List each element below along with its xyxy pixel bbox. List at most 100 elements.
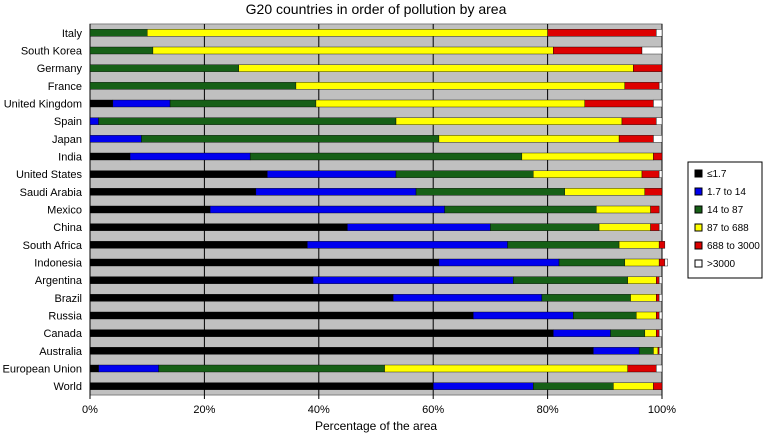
bar-russia-688-to-3000 — [656, 311, 660, 320]
category-label: India — [58, 152, 83, 164]
bar-canada-3000 — [658, 329, 663, 337]
bar-indonesia-87-to-688 — [624, 258, 660, 267]
bar-indonesia-3000 — [664, 258, 668, 267]
bar-china-1-7-to-14 — [347, 223, 491, 231]
bar-brazil-1-7 — [89, 294, 394, 302]
legend-label: 87 to 688 — [707, 223, 749, 234]
category-label: Russia — [48, 311, 83, 323]
bar-saudi-arabia-688-to-3000 — [644, 188, 663, 196]
bar-united-kingdom-3000 — [653, 99, 663, 108]
bar-russia-14-to-87 — [573, 311, 637, 320]
bar-australia-1-7 — [89, 347, 594, 355]
bar-spain-87-to-688 — [395, 117, 623, 125]
x-tick-label: 40% — [308, 404, 330, 416]
legend-label: 14 to 87 — [707, 205, 744, 216]
bar-china-1-7 — [89, 223, 348, 231]
category-label: France — [48, 81, 82, 93]
bar-indonesia-1-7 — [89, 258, 440, 267]
bar-mexico-14-to-87 — [444, 205, 597, 214]
legend-box — [687, 161, 763, 279]
bar-united-kingdom-1-7 — [89, 99, 114, 108]
bar-south-korea-3000 — [641, 46, 663, 55]
bar-japan-688-to-3000 — [618, 135, 654, 143]
bar-south-korea-87-to-688 — [152, 46, 554, 55]
legend-swatch-3000 — [694, 259, 703, 268]
bar-mexico-688-to-3000 — [650, 205, 660, 214]
bar-united-states-3000 — [658, 170, 663, 178]
bar-european-union-14-to-87 — [158, 364, 385, 373]
bar-brazil-688-to-3000 — [656, 294, 660, 302]
bar-indonesia-688-to-3000 — [658, 258, 666, 267]
bar-australia-1-7-to-14 — [593, 347, 640, 355]
legend-swatch-87-to-688 — [694, 223, 703, 232]
category-label: Canada — [43, 328, 82, 340]
bar-argentina-3000 — [658, 276, 663, 284]
bar-brazil-87-to-688 — [630, 294, 657, 302]
bar-south-africa-1-7 — [89, 241, 308, 249]
bar-russia-1-7-to-14 — [473, 311, 574, 320]
legend-swatch-1-7-to-14 — [694, 187, 703, 196]
bar-european-union-1-7-to-14 — [98, 364, 159, 373]
bar-united-kingdom-87-to-688 — [315, 99, 585, 108]
bar-italy-14-to-87 — [89, 29, 148, 37]
legend-swatch-1-7 — [694, 169, 703, 178]
bar-world-688-to-3000 — [653, 382, 663, 390]
bar-european-union-1-7 — [89, 364, 99, 373]
bar-australia-3000 — [658, 347, 663, 355]
category-label: South Africa — [23, 240, 83, 252]
bar-canada-688-to-3000 — [656, 329, 660, 337]
legend-swatch-688-to-3000 — [694, 241, 703, 250]
bars-group — [89, 24, 668, 395]
category-label: Germany — [37, 63, 83, 75]
bar-european-union-3000 — [656, 364, 663, 373]
bar-brazil-3000 — [658, 294, 663, 302]
bar-france-14-to-87 — [89, 82, 297, 90]
bar-australia-14-to-87 — [638, 347, 654, 355]
chart-title: G20 countries in order of pollution by a… — [246, 1, 507, 17]
bar-germany-14-to-87 — [89, 64, 239, 72]
bar-south-korea-688-to-3000 — [553, 46, 643, 55]
bar-united-states-14-to-87 — [395, 170, 534, 178]
bar-argentina-87-to-688 — [627, 276, 657, 284]
bar-brazil-1-7-to-14 — [392, 294, 543, 302]
legend: ≤1.7 1.7 to 14 14 to 87 87 to 688 688 to 300… — [687, 161, 763, 279]
bar-canada-87-to-688 — [644, 329, 657, 337]
bar-mexico-87-to-688 — [596, 205, 651, 214]
bar-south-africa-688-to-3000 — [658, 241, 666, 249]
bar-world-1-7 — [89, 382, 434, 390]
bar-russia-87-to-688 — [636, 311, 657, 320]
category-label: Italy — [62, 28, 83, 40]
bar-saudi-arabia-87-to-688 — [564, 188, 646, 196]
x-axis-ticks: 0% 20% 40% 60% 80% 100% — [82, 395, 676, 416]
x-tick-label: 0% — [82, 404, 98, 416]
legend-label: >3000 — [707, 259, 736, 270]
bar-india-688-to-3000 — [653, 152, 663, 161]
legend-label: 688 to 3000 — [707, 241, 760, 252]
bar-indonesia-1-7-to-14 — [438, 258, 560, 267]
category-label: China — [53, 222, 83, 234]
category-label: Saudi Arabia — [20, 187, 83, 199]
bar-united-states-87-to-688 — [533, 170, 643, 178]
bar-japan-14-to-87 — [141, 135, 440, 143]
bar-japan-3000 — [653, 135, 663, 143]
bar-world-14-to-87 — [533, 382, 614, 390]
category-label: Indonesia — [34, 258, 83, 270]
category-labels: Italy South Korea Germany France United King… — [2, 28, 82, 393]
category-label: United States — [16, 169, 83, 181]
category-label: World — [53, 381, 82, 393]
bar-brazil-14-to-87 — [541, 294, 631, 302]
category-label: Australia — [39, 346, 83, 358]
category-label: Japan — [52, 134, 82, 146]
bar-world-87-to-688 — [613, 382, 654, 390]
bar-italy-3000 — [656, 29, 663, 37]
bar-united-kingdom-14-to-87 — [169, 99, 317, 108]
bar-south-korea-14-to-87 — [89, 46, 154, 55]
bar-canada-1-7-to-14 — [553, 329, 611, 337]
legend-swatch-14-to-87 — [694, 205, 703, 214]
bar-china-688-to-3000 — [650, 223, 660, 231]
bar-united-kingdom-688-to-3000 — [584, 99, 654, 108]
bar-spain-14-to-87 — [98, 117, 397, 125]
legend-label: ≤1.7 — [707, 169, 727, 180]
